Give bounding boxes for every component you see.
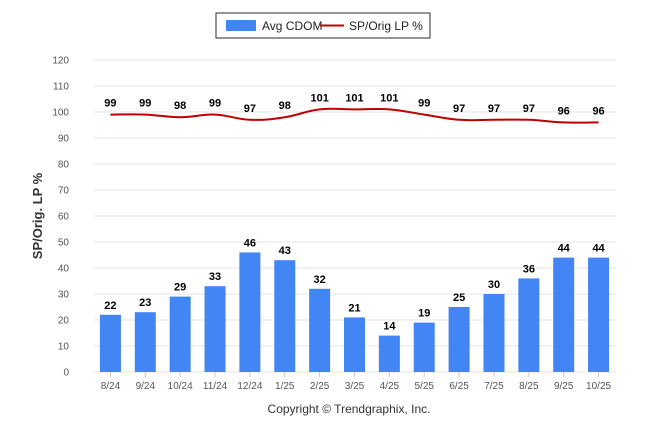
x-axis-ticks: 8/24 9/24 10/24 11/24 12/24 1/25 2/25 3/25 4/25 5… — [101, 372, 612, 392]
bar-value-label: 33 — [209, 271, 221, 283]
line-value-label: 98 — [279, 100, 291, 112]
bar — [239, 252, 261, 372]
x-tick-label: 9/24 — [136, 381, 156, 392]
bar-value-label: 14 — [383, 321, 396, 333]
y-tick-label: 120 — [52, 56, 69, 67]
line-series — [110, 107, 599, 124]
bar — [134, 312, 156, 372]
bar-value-label: 44 — [558, 243, 571, 255]
x-tick-label: 6/25 — [449, 381, 469, 392]
bar-value-label: 46 — [244, 237, 256, 249]
line-value-label: 96 — [558, 105, 570, 117]
bar — [169, 296, 191, 372]
bar — [518, 278, 540, 372]
y-tick-label: 40 — [58, 264, 70, 275]
bar — [553, 257, 575, 372]
bar-value-label: 32 — [314, 274, 326, 286]
line-value-label: 99 — [209, 98, 221, 110]
bar — [344, 317, 365, 372]
bar — [378, 335, 400, 372]
bar-value-label: 19 — [418, 308, 430, 320]
bar — [448, 307, 470, 372]
bar-value-label: 29 — [174, 282, 186, 294]
copyright-footer: Copyright © Trendgraphix, Inc. — [268, 402, 431, 416]
bar-value-label: 25 — [453, 292, 465, 304]
x-tick-label: 9/25 — [554, 381, 574, 392]
y-tick-label: 80 — [58, 160, 70, 171]
line-value-label: 97 — [244, 103, 256, 115]
y-tick-label: 60 — [58, 212, 70, 223]
x-tick-label: 10/25 — [586, 381, 611, 392]
bars — [99, 252, 610, 372]
y-tick-label: 70 — [58, 186, 70, 197]
bar-value-label: 30 — [488, 279, 500, 291]
line-value-label: 99 — [418, 98, 430, 110]
y-axis-ticks: 0 10 20 30 40 50 60 70 80 90 100 110 120 — [52, 56, 69, 379]
bar — [309, 288, 331, 372]
y-tick-label: 100 — [52, 108, 69, 119]
bar — [483, 294, 505, 372]
legend-bar-swatch — [226, 20, 256, 31]
y-tick-label: 10 — [58, 342, 70, 353]
line-value-label: 97 — [523, 103, 535, 115]
y-axis-title: SP/Orig. LP % — [30, 172, 45, 259]
y-tick-label: 90 — [58, 134, 70, 145]
x-tick-label: 4/25 — [380, 381, 400, 392]
y-tick-label: 20 — [58, 316, 70, 327]
bar-value-label: 44 — [592, 243, 605, 255]
x-tick-label: 3/25 — [345, 381, 365, 392]
bar-value-label: 21 — [348, 302, 360, 314]
legend: Avg CDOM SP/Orig LP % — [215, 12, 431, 39]
line-value-label: 97 — [488, 103, 500, 115]
bar — [413, 322, 435, 372]
bar — [274, 260, 296, 372]
x-tick-label: 8/25 — [519, 381, 539, 392]
x-tick-label: 7/25 — [484, 381, 504, 392]
x-tick-label: 10/24 — [168, 381, 193, 392]
bar — [204, 286, 226, 372]
x-tick-label: 8/24 — [101, 381, 121, 392]
y-tick-label: 50 — [58, 238, 70, 249]
y-tick-label: 30 — [58, 290, 70, 301]
x-tick-label: 11/24 — [203, 381, 228, 392]
bar-value-label: 43 — [279, 245, 291, 257]
bar-value-label: 22 — [104, 300, 116, 312]
x-tick-label: 1/25 — [275, 381, 295, 392]
line-value-label: 96 — [592, 105, 604, 117]
bar-value-label: 23 — [139, 297, 151, 309]
y-tick-label: 110 — [53, 82, 69, 93]
y-tick-label: 0 — [63, 368, 69, 379]
bar — [588, 257, 610, 372]
x-tick-label: 5/25 — [414, 381, 434, 392]
x-tick-label: 2/25 — [310, 381, 330, 392]
x-tick-label: 12/24 — [237, 381, 262, 392]
line-value-label: 101 — [380, 92, 398, 104]
line-value-label: 101 — [310, 92, 328, 104]
data-labels: 22 23 29 33 46 43 32 21 14 19 25 30 36 44 44 99 99 98 99 97… — [104, 92, 605, 332]
line-value-label: 97 — [453, 103, 465, 115]
line-value-label: 101 — [345, 92, 363, 104]
bar — [99, 314, 121, 372]
legend-bar-label: Avg CDOM — [262, 19, 322, 33]
bar-value-label: 36 — [523, 263, 535, 275]
line-value-label: 98 — [174, 100, 186, 112]
legend-line-label: SP/Orig LP % — [349, 19, 423, 33]
line-value-label: 99 — [104, 98, 116, 110]
line-value-label: 99 — [139, 98, 151, 110]
